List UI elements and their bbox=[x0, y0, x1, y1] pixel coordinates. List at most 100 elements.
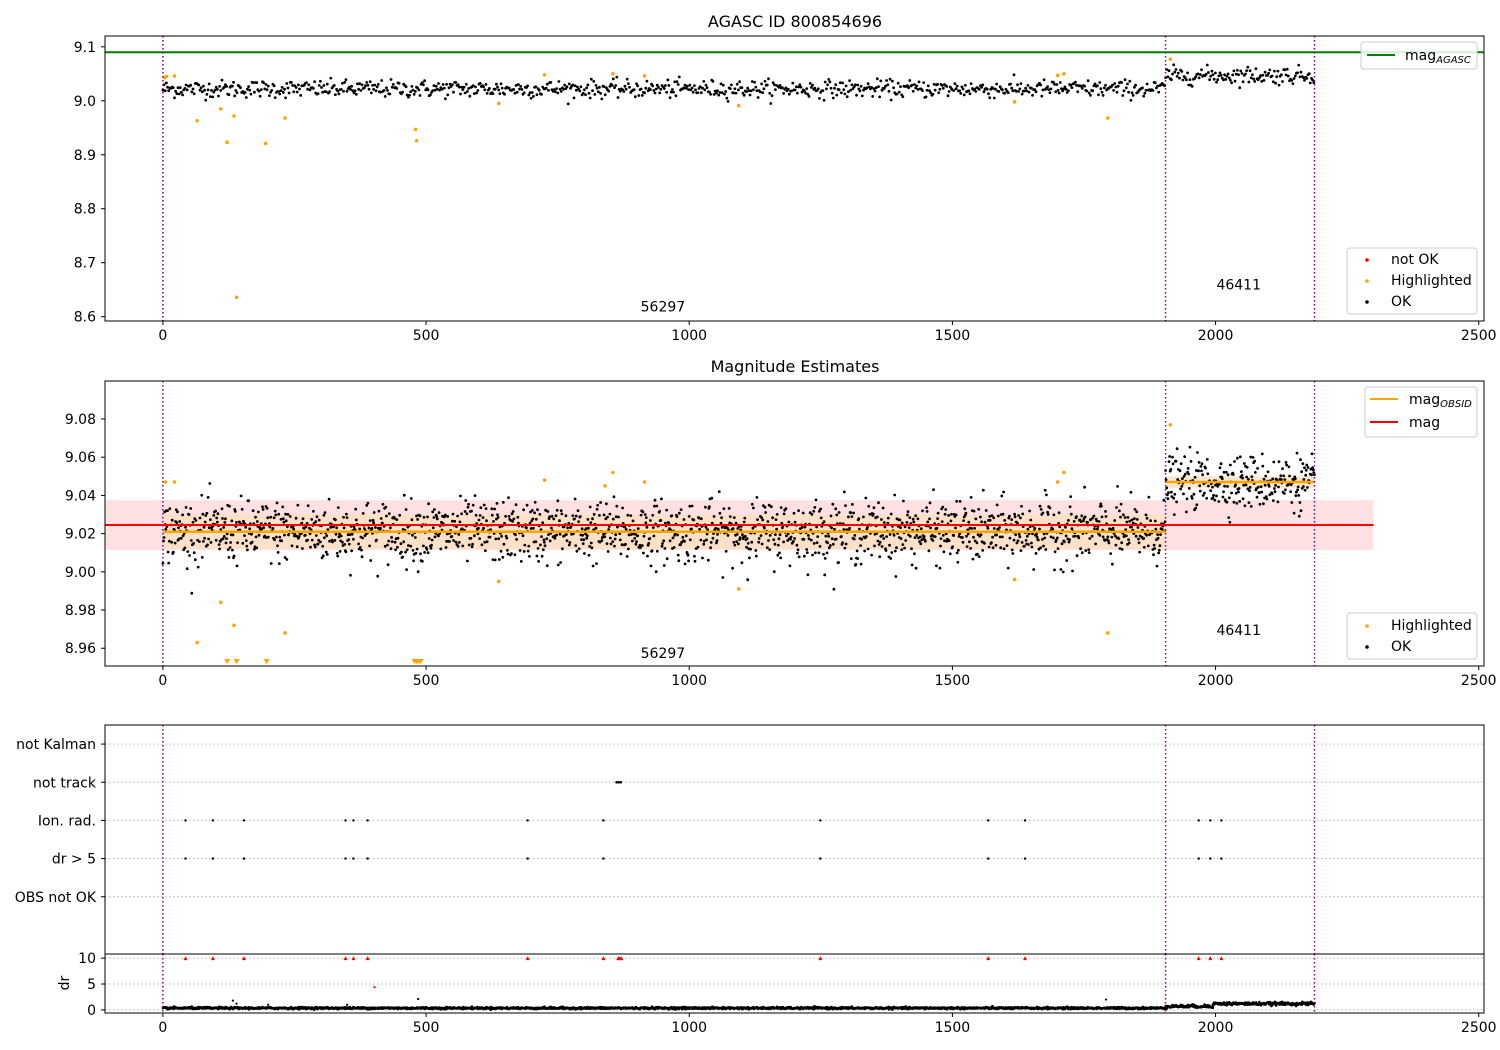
ok-point bbox=[675, 80, 679, 84]
ok-point bbox=[938, 566, 942, 570]
ok-point bbox=[596, 503, 600, 507]
ok-point bbox=[611, 77, 615, 81]
ok-point bbox=[891, 79, 894, 83]
highlighted-point bbox=[1062, 470, 1066, 475]
ok-point bbox=[297, 83, 300, 87]
dr-gt5-point bbox=[1220, 857, 1223, 860]
ok-point bbox=[1277, 460, 1281, 464]
ok-point bbox=[1134, 83, 1137, 87]
ok-point bbox=[671, 88, 674, 91]
ok-point bbox=[517, 83, 520, 86]
ok-point bbox=[1017, 90, 1020, 93]
ok-point bbox=[1054, 90, 1058, 94]
ok-point bbox=[660, 544, 664, 548]
ok-point bbox=[1201, 494, 1205, 497]
ok-point bbox=[233, 94, 237, 98]
ok-point bbox=[612, 495, 616, 499]
ok-point bbox=[467, 543, 471, 547]
ok-point bbox=[1221, 495, 1225, 499]
ok-point bbox=[446, 515, 450, 518]
ion-rad-point bbox=[1197, 819, 1200, 822]
ok-point bbox=[305, 81, 308, 84]
ok-point bbox=[1001, 512, 1005, 516]
ok-point bbox=[1156, 533, 1159, 536]
estimates-point-legend: Highlighted OK bbox=[1346, 612, 1478, 660]
ok-point bbox=[371, 518, 375, 522]
ok-point bbox=[1085, 89, 1089, 93]
ok-point bbox=[745, 537, 749, 541]
ok-point bbox=[1016, 83, 1019, 87]
ok-point bbox=[731, 527, 735, 530]
agasc-axes-frame bbox=[104, 35, 1485, 322]
ok-point bbox=[1197, 461, 1201, 464]
ok-point bbox=[1246, 65, 1250, 69]
ok-point bbox=[958, 89, 961, 93]
ok-point bbox=[971, 557, 975, 561]
ok-point bbox=[1032, 568, 1036, 571]
ok-point bbox=[1215, 80, 1218, 84]
x-tick-label: 1000 bbox=[671, 673, 707, 689]
ok-point bbox=[427, 502, 430, 506]
ok-point bbox=[652, 89, 656, 92]
ok-point bbox=[587, 91, 591, 95]
ok-point bbox=[1198, 489, 1202, 493]
ok-point bbox=[927, 549, 931, 553]
ok-point bbox=[1272, 460, 1276, 464]
ok-point bbox=[506, 548, 509, 552]
ok-point bbox=[1034, 552, 1038, 555]
ok-point bbox=[1170, 78, 1173, 82]
ok-point bbox=[466, 505, 470, 509]
ok-point bbox=[251, 81, 255, 84]
ok-point bbox=[387, 512, 391, 515]
ok-point bbox=[489, 528, 492, 532]
ok-point bbox=[828, 80, 832, 84]
ok-point bbox=[776, 543, 780, 547]
ok-point bbox=[281, 517, 285, 521]
ok-point bbox=[1126, 516, 1130, 519]
highlighted-point bbox=[283, 631, 287, 635]
ok-point bbox=[899, 526, 902, 530]
ok-point bbox=[834, 537, 838, 541]
ok-point bbox=[1190, 85, 1194, 88]
ok-point bbox=[1297, 63, 1301, 67]
ok-point bbox=[386, 543, 389, 547]
ok-point bbox=[1024, 86, 1027, 90]
ok-point bbox=[911, 517, 915, 521]
ok-point bbox=[1116, 485, 1119, 488]
ok-point bbox=[609, 542, 613, 546]
ok-point bbox=[775, 513, 779, 516]
ok-point bbox=[806, 92, 810, 96]
ok-point bbox=[988, 96, 992, 100]
highlighted-point bbox=[163, 480, 168, 484]
ok-point bbox=[787, 520, 791, 524]
ok-point bbox=[1282, 474, 1286, 478]
ok-point bbox=[368, 80, 372, 84]
ok-point bbox=[265, 88, 269, 92]
ok-point bbox=[1137, 537, 1140, 541]
ok-point bbox=[1252, 77, 1255, 81]
ok-point bbox=[1168, 455, 1171, 458]
ok-point bbox=[741, 533, 744, 537]
ok-point bbox=[967, 89, 971, 93]
ok-point bbox=[659, 519, 663, 522]
ok-point bbox=[411, 549, 415, 552]
ok-point bbox=[676, 553, 680, 557]
ok-point bbox=[444, 97, 447, 101]
ok-point bbox=[1226, 72, 1230, 76]
ok-point bbox=[954, 513, 958, 517]
ok-point bbox=[835, 93, 839, 97]
ok-point bbox=[359, 89, 363, 92]
ok-point bbox=[558, 87, 562, 91]
ok-point bbox=[716, 89, 719, 93]
ok-point bbox=[980, 85, 983, 89]
clipped-low-marker bbox=[224, 659, 231, 664]
ok-point bbox=[793, 88, 797, 92]
ok-point bbox=[1265, 497, 1269, 501]
ok-point bbox=[1023, 544, 1026, 548]
ok-point bbox=[197, 83, 201, 87]
ok-point bbox=[312, 87, 315, 90]
ok-point bbox=[1014, 533, 1018, 537]
ok-point bbox=[313, 545, 317, 549]
ok-point bbox=[493, 507, 496, 511]
ok-point bbox=[640, 544, 644, 547]
